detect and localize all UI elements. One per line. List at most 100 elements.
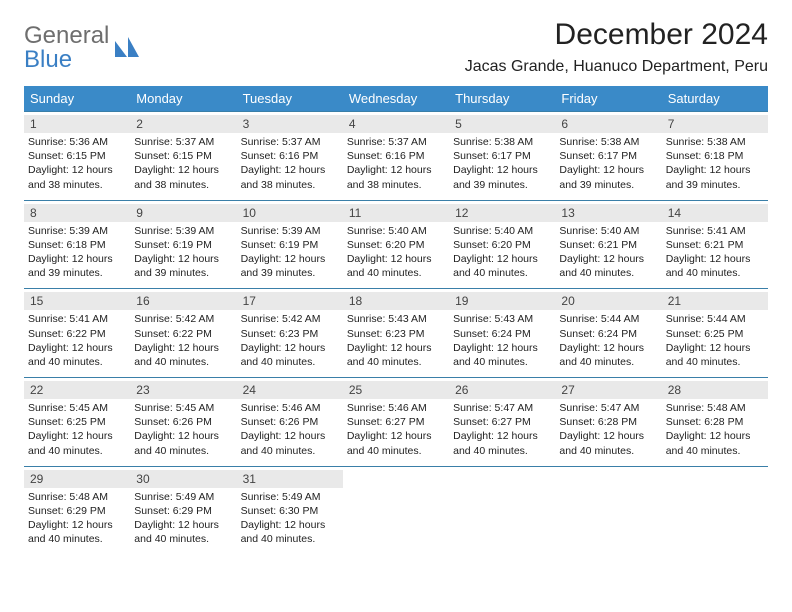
day-number: 14 [662, 204, 768, 222]
header: General Blue December 2024 Jacas Grande,… [24, 18, 768, 76]
day-cell: 31Sunrise: 5:49 AMSunset: 6:30 PMDayligh… [237, 467, 343, 555]
day-number: 7 [662, 115, 768, 133]
day-number: 21 [662, 292, 768, 310]
week-row: 29 Sunrise: 5:48 AMSunset: 6:29 PMDayligh… [24, 466, 768, 555]
day-cell: 3 Sunrise: 5:37 AMSunset: 6:16 PMDaylight… [237, 112, 343, 200]
day-number: 10 [237, 204, 343, 222]
day-cell: 11 Sunrise: 5:40 AMSunset: 6:20 PMDayligh… [343, 201, 449, 289]
day-details: Sunrise: 5:48 AMSunset: 6:28 PMDaylight:… [666, 401, 764, 458]
day-cell: 9 Sunrise: 5:39 AMSunset: 6:19 PMDaylight… [130, 201, 236, 289]
day-cell: 1 Sunrise: 5:36 AMSunset: 6:15 PMDaylight… [24, 112, 130, 200]
day-details: Sunrise: 5:48 AMSunset: 6:29 PMDaylight:… [28, 490, 126, 547]
day-details: Sunrise: 5:38 AMSunset: 6:17 PMDaylight:… [453, 135, 551, 192]
day-details: Sunrise: 5:39 AMSunset: 6:19 PMDaylight:… [241, 224, 339, 281]
day-details: Sunrise: 5:49 AMSunset: 6:29 PMDaylight:… [134, 490, 232, 547]
day-details: Sunrise: 5:40 AMSunset: 6:20 PMDaylight:… [347, 224, 445, 281]
day-cell: 30 Sunrise: 5:49 AMSunset: 6:29 PMDayligh… [130, 467, 236, 555]
day-number: 12 [449, 204, 555, 222]
day-cell: 10 Sunrise: 5:39 AMSunset: 6:19 PMDayligh… [237, 201, 343, 289]
day-cell: 18Sunrise: 5:43 AMSunset: 6:23 PMDayligh… [343, 289, 449, 377]
week-row: 22Sunrise: 5:45 AMSunset: 6:25 PMDayligh… [24, 377, 768, 466]
day-cell: 29 Sunrise: 5:48 AMSunset: 6:29 PMDayligh… [24, 467, 130, 555]
day-details: Sunrise: 5:41 AMSunset: 6:22 PMDaylight:… [28, 312, 126, 369]
day-header: Saturday [662, 86, 768, 111]
day-header: Tuesday [237, 86, 343, 111]
day-cell: 17 Sunrise: 5:42 AMSunset: 6:23 PMDayligh… [237, 289, 343, 377]
day-details: Sunrise: 5:44 AMSunset: 6:25 PMDaylight:… [666, 312, 764, 369]
day-details: Sunrise: 5:39 AMSunset: 6:18 PMDaylight:… [28, 224, 126, 281]
day-number: 29 [24, 470, 130, 488]
day-header: Thursday [449, 86, 555, 111]
day-cell: 26 Sunrise: 5:47 AMSunset: 6:27 PMDayligh… [449, 378, 555, 466]
day-details: Sunrise: 5:38 AMSunset: 6:17 PMDaylight:… [559, 135, 657, 192]
day-number: 27 [555, 381, 661, 399]
day-number: 8 [24, 204, 130, 222]
day-number: 30 [130, 470, 236, 488]
day-details: Sunrise: 5:42 AMSunset: 6:22 PMDaylight:… [134, 312, 232, 369]
day-header: Monday [130, 86, 236, 111]
day-number: 24 [237, 381, 343, 399]
day-cell: 7Sunrise: 5:38 AMSunset: 6:18 PMDaylight… [662, 112, 768, 200]
day-cell: 5 Sunrise: 5:38 AMSunset: 6:17 PMDaylight… [449, 112, 555, 200]
day-cell: 15 Sunrise: 5:41 AMSunset: 6:22 PMDayligh… [24, 289, 130, 377]
day-details: Sunrise: 5:44 AMSunset: 6:24 PMDaylight:… [559, 312, 657, 369]
day-number: 17 [237, 292, 343, 310]
day-number: 2 [130, 115, 236, 133]
day-number: 22 [24, 381, 130, 399]
day-cell: 4Sunrise: 5:37 AMSunset: 6:16 PMDaylight… [343, 112, 449, 200]
day-cell: 19 Sunrise: 5:43 AMSunset: 6:24 PMDayligh… [449, 289, 555, 377]
day-number: 20 [555, 292, 661, 310]
day-number: 31 [237, 470, 343, 488]
logo-sail-icon [113, 37, 139, 59]
day-cell: 23Sunrise: 5:45 AMSunset: 6:26 PMDayligh… [130, 378, 236, 466]
day-cell: 24Sunrise: 5:46 AMSunset: 6:26 PMDayligh… [237, 378, 343, 466]
day-details: Sunrise: 5:39 AMSunset: 6:19 PMDaylight:… [134, 224, 232, 281]
day-number: 28 [662, 381, 768, 399]
day-cell: 2 Sunrise: 5:37 AMSunset: 6:15 PMDaylight… [130, 112, 236, 200]
day-cell: 12 Sunrise: 5:40 AMSunset: 6:20 PMDayligh… [449, 201, 555, 289]
logo-part1: General [24, 22, 109, 49]
title-block: December 2024 Jacas Grande, Huanuco Depa… [465, 18, 768, 76]
day-number: 5 [449, 115, 555, 133]
day-cell: 6 Sunrise: 5:38 AMSunset: 6:17 PMDaylight… [555, 112, 661, 200]
day-cell: 16 Sunrise: 5:42 AMSunset: 6:22 PMDayligh… [130, 289, 236, 377]
day-details: Sunrise: 5:42 AMSunset: 6:23 PMDaylight:… [241, 312, 339, 369]
day-details: Sunrise: 5:36 AMSunset: 6:15 PMDaylight:… [28, 135, 126, 192]
day-number: 6 [555, 115, 661, 133]
month-title: December 2024 [465, 18, 768, 52]
day-cell: 21 Sunrise: 5:44 AMSunset: 6:25 PMDayligh… [662, 289, 768, 377]
day-number: 16 [130, 292, 236, 310]
week-row: 1 Sunrise: 5:36 AMSunset: 6:15 PMDaylight… [24, 111, 768, 200]
day-cell [449, 467, 555, 555]
day-cell: 8 Sunrise: 5:39 AMSunset: 6:18 PMDaylight… [24, 201, 130, 289]
week-row: 8 Sunrise: 5:39 AMSunset: 6:18 PMDaylight… [24, 200, 768, 289]
day-details: Sunrise: 5:37 AMSunset: 6:16 PMDaylight:… [241, 135, 339, 192]
day-details: Sunrise: 5:45 AMSunset: 6:26 PMDaylight:… [134, 401, 232, 458]
day-number: 1 [24, 115, 130, 133]
day-details: Sunrise: 5:46 AMSunset: 6:27 PMDaylight:… [347, 401, 445, 458]
calendar: SundayMondayTuesdayWednesdayThursdayFrid… [24, 86, 768, 554]
logo-part2: Blue [24, 46, 72, 73]
week-row: 15 Sunrise: 5:41 AMSunset: 6:22 PMDayligh… [24, 288, 768, 377]
day-number: 9 [130, 204, 236, 222]
day-cell: 27 Sunrise: 5:47 AMSunset: 6:28 PMDayligh… [555, 378, 661, 466]
day-header: Sunday [24, 86, 130, 111]
day-cell: 22Sunrise: 5:45 AMSunset: 6:25 PMDayligh… [24, 378, 130, 466]
day-cell: 28 Sunrise: 5:48 AMSunset: 6:28 PMDayligh… [662, 378, 768, 466]
day-details: Sunrise: 5:43 AMSunset: 6:24 PMDaylight:… [453, 312, 551, 369]
day-header: Friday [555, 86, 661, 111]
day-number: 11 [343, 204, 449, 222]
day-number: 19 [449, 292, 555, 310]
day-details: Sunrise: 5:47 AMSunset: 6:28 PMDaylight:… [559, 401, 657, 458]
day-cell: 14Sunrise: 5:41 AMSunset: 6:21 PMDayligh… [662, 201, 768, 289]
day-number: 15 [24, 292, 130, 310]
logo: General Blue [24, 18, 139, 72]
day-details: Sunrise: 5:37 AMSunset: 6:15 PMDaylight:… [134, 135, 232, 192]
location: Jacas Grande, Huanuco Department, Peru [465, 58, 768, 76]
day-cell [343, 467, 449, 555]
day-number: 3 [237, 115, 343, 133]
day-number: 26 [449, 381, 555, 399]
day-cell: 25Sunrise: 5:46 AMSunset: 6:27 PMDayligh… [343, 378, 449, 466]
day-details: Sunrise: 5:40 AMSunset: 6:20 PMDaylight:… [453, 224, 551, 281]
day-details: Sunrise: 5:47 AMSunset: 6:27 PMDaylight:… [453, 401, 551, 458]
